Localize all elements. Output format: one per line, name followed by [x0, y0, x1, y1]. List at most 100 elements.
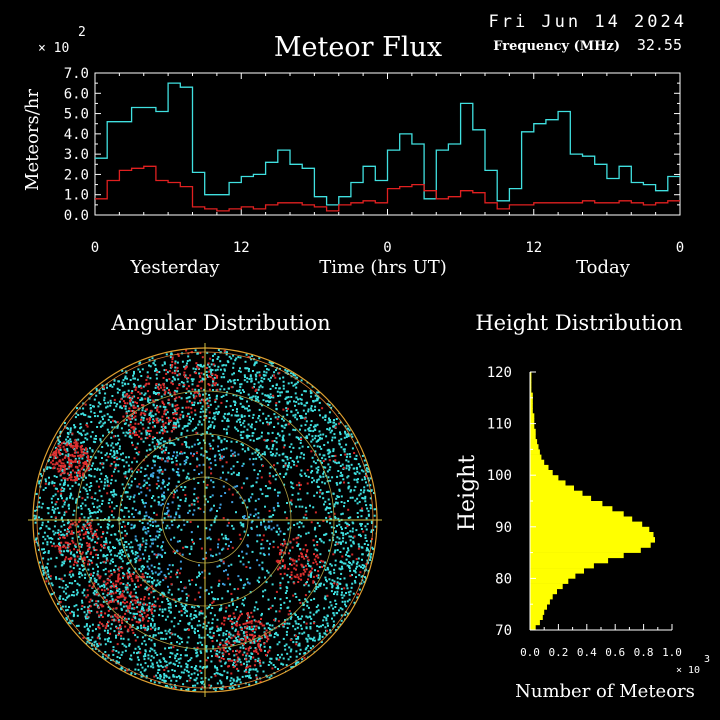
angular-point	[46, 569, 49, 572]
angular-point	[152, 666, 155, 669]
angular-point	[273, 509, 276, 512]
angular-point	[237, 657, 240, 660]
angular-point	[255, 448, 258, 451]
angular-point	[307, 650, 310, 653]
angular-point	[274, 666, 277, 669]
angular-point	[180, 671, 183, 674]
angular-point	[150, 624, 152, 627]
angular-point	[264, 589, 267, 592]
flux-y-tick-label: 5.0	[64, 107, 89, 123]
angular-point	[209, 603, 212, 606]
angular-point	[220, 681, 223, 684]
angular-point	[206, 397, 209, 400]
angular-point	[139, 361, 142, 364]
angular-point	[144, 643, 147, 646]
angular-point	[54, 493, 57, 496]
angular-point	[194, 684, 197, 687]
angular-point-red	[164, 421, 167, 424]
angular-point	[143, 669, 146, 672]
angular-point	[282, 465, 285, 468]
angular-point	[128, 567, 131, 570]
angular-point	[298, 438, 300, 441]
angular-point	[112, 649, 115, 652]
angular-point	[243, 374, 246, 377]
angular-point	[258, 456, 261, 459]
angular-point	[208, 606, 210, 608]
angular-point-red	[157, 411, 160, 414]
angular-point	[192, 690, 195, 692]
angular-point	[265, 622, 268, 625]
angular-point	[189, 658, 192, 661]
angular-point	[140, 466, 143, 469]
angular-point-red	[147, 390, 149, 393]
angular-point	[264, 576, 266, 579]
angular-point	[287, 528, 290, 531]
angular-point	[178, 675, 180, 678]
angular-point	[360, 528, 363, 530]
angular-point	[59, 431, 62, 433]
angular-point	[65, 532, 68, 535]
angular-point	[115, 405, 118, 408]
angular-point	[172, 675, 175, 678]
angular-point	[161, 364, 164, 367]
angular-point	[307, 635, 310, 638]
angular-point	[325, 587, 328, 590]
angular-point	[100, 614, 103, 617]
angular-point	[136, 596, 139, 599]
angular-point	[88, 523, 91, 526]
angular-point	[297, 637, 300, 640]
angular-point	[339, 551, 342, 553]
angular-point	[85, 623, 88, 626]
angular-point	[127, 543, 130, 546]
angular-point	[248, 628, 251, 630]
angular-point	[90, 455, 92, 458]
angular-point	[169, 515, 172, 518]
angular-point	[149, 535, 152, 537]
angular-point	[66, 585, 69, 588]
angular-point	[305, 420, 308, 423]
angular-point	[211, 359, 214, 361]
angular-point	[328, 606, 331, 609]
angular-point	[181, 410, 184, 413]
angular-point	[123, 391, 126, 394]
angular-point	[330, 406, 333, 409]
angular-point	[285, 409, 288, 412]
angular-point	[57, 602, 59, 605]
angular-point	[95, 437, 97, 440]
angular-point	[197, 423, 200, 426]
angular-point	[191, 538, 194, 541]
angular-point	[213, 673, 216, 675]
angular-point	[175, 459, 178, 462]
angular-point	[235, 511, 237, 514]
angular-point	[98, 637, 101, 640]
angular-point	[187, 622, 190, 625]
angular-point	[120, 531, 123, 534]
angular-point	[322, 541, 325, 544]
angular-point	[269, 417, 272, 420]
angular-point	[173, 669, 176, 672]
angular-point	[264, 485, 267, 487]
angular-point	[316, 629, 319, 632]
angular-point	[119, 538, 122, 541]
angular-point	[191, 404, 194, 406]
angular-point	[130, 625, 133, 628]
angular-point	[290, 443, 293, 446]
angular-point	[108, 499, 111, 501]
angular-point	[325, 491, 328, 493]
angular-point-red	[66, 472, 69, 475]
angular-point	[363, 486, 366, 489]
angular-point	[106, 531, 109, 534]
angular-point	[91, 629, 94, 632]
angular-point	[206, 351, 209, 354]
angular-point	[134, 616, 136, 619]
angular-point	[230, 563, 233, 566]
angular-point	[253, 515, 256, 518]
angular-point	[233, 622, 236, 625]
angular-point	[219, 629, 222, 632]
angular-point	[77, 477, 80, 480]
angular-point	[164, 637, 167, 640]
angular-point	[54, 565, 57, 568]
angular-point	[164, 685, 167, 687]
angular-point-red	[58, 459, 61, 462]
angular-point-red	[132, 426, 135, 428]
